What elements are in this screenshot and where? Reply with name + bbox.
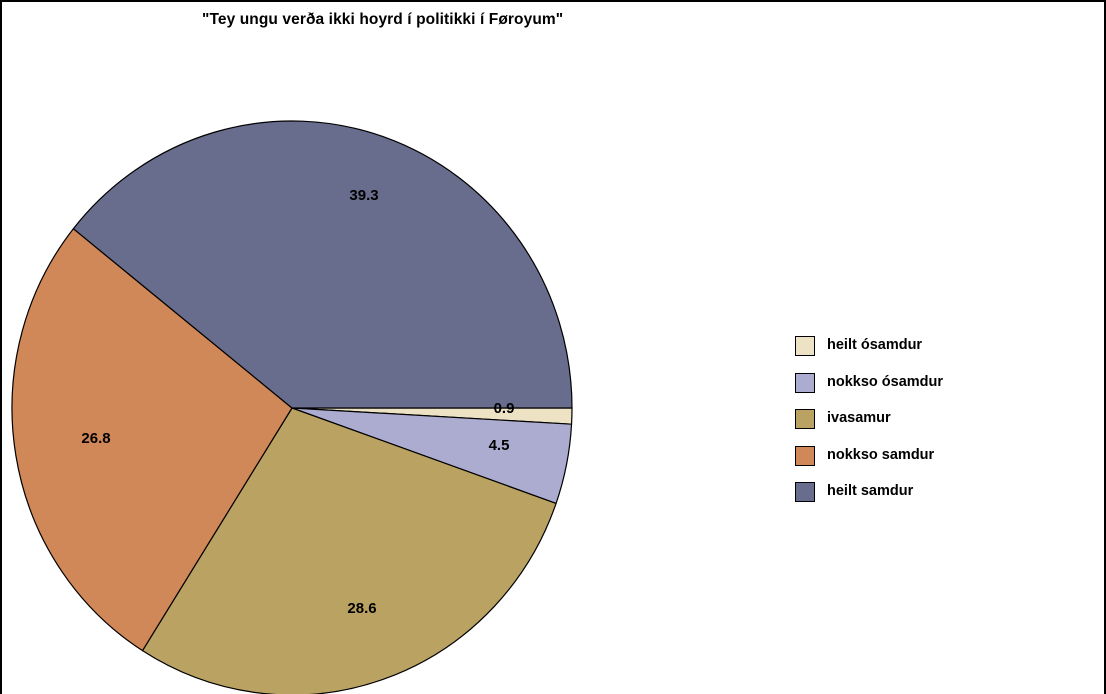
legend-label: nokkso samdur: [827, 446, 935, 463]
slice-value-label: 39.3: [349, 187, 378, 204]
legend-label: nokkso ósamdur: [827, 373, 944, 390]
legend-swatch: [795, 409, 815, 429]
legend-label: heilt ósamdur: [827, 337, 923, 353]
chart-title: "Tey ungu verða ikki hoyrd í politikki í…: [202, 11, 564, 28]
slice-value-label: 28.6: [347, 600, 376, 617]
legend-label: heilt samdur: [827, 483, 914, 499]
legend-swatch: [795, 372, 815, 393]
pie-slice-4: [11, 228, 293, 652]
legend-label: ivasamur: [827, 410, 891, 426]
slice-value-label: 0.9: [494, 400, 515, 417]
legend-swatch: [795, 482, 815, 502]
legend-swatch: [795, 336, 815, 356]
slice-value-label: 26.8: [81, 430, 110, 447]
pie-slice-3: [141, 407, 557, 694]
pie-slice-5: [72, 120, 573, 409]
legend-swatch: [795, 445, 815, 466]
slice-value-label: 4.5: [489, 437, 510, 454]
